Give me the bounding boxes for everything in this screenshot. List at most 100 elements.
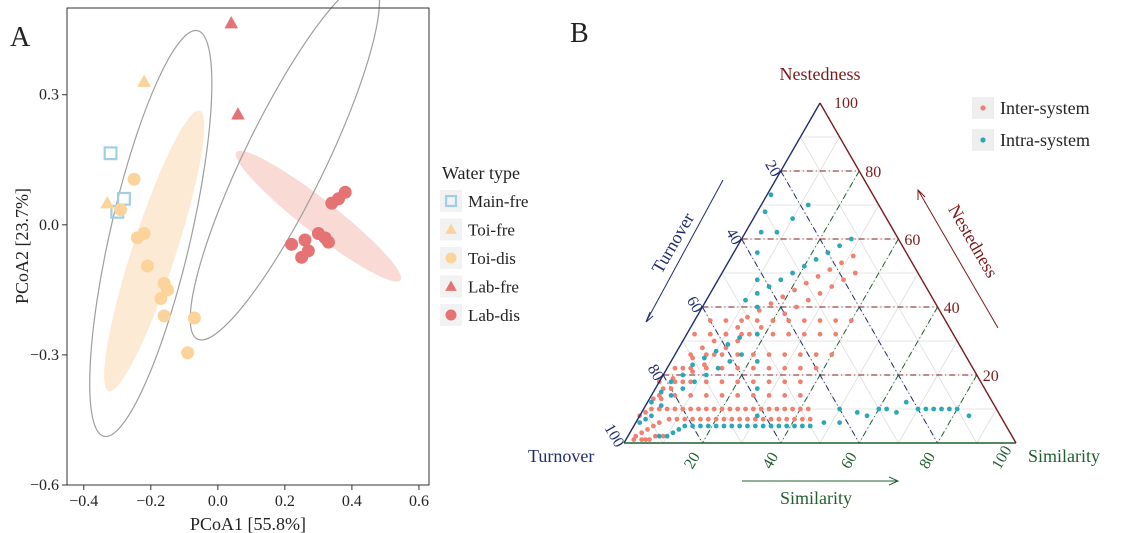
point-lab-fre (224, 16, 239, 29)
right-side-axis-label: Nestedness (944, 201, 1002, 281)
point-inter-system (643, 437, 648, 442)
point-inter-system (719, 352, 725, 357)
point-toi-dis (187, 311, 201, 325)
point-intra-system (737, 335, 743, 340)
pcoa-x-axis: −0.4 −0.2 0.0 0.2 0.4 0.6 (69, 485, 429, 510)
legend-key-intra-system (980, 137, 986, 143)
ternary-right-edge (819, 102, 1017, 444)
point-intra-system (715, 365, 721, 371)
grid-line (898, 340, 958, 444)
point-lab-fre (231, 107, 245, 120)
point-inter-system (774, 406, 780, 412)
point-inter-system (639, 430, 645, 436)
point-intra-system (637, 420, 643, 425)
point-intra-system (658, 403, 664, 408)
point-inter-system (750, 393, 756, 398)
point-intra-system (837, 406, 842, 412)
bottom-side-arrow-head (888, 476, 900, 486)
point-intra-system (768, 192, 774, 198)
point-inter-system (798, 406, 803, 412)
point-inter-system (829, 352, 835, 357)
point-inter-system (735, 393, 741, 398)
point-inter-system (780, 294, 786, 300)
point-inter-system (680, 379, 686, 385)
point-intra-system (690, 423, 695, 429)
point-inter-system (760, 416, 766, 422)
point-inter-system (668, 386, 674, 391)
point-intra-system (801, 263, 807, 269)
point-intra-system (656, 433, 662, 439)
nestedness-tick-label: 60 (904, 232, 920, 249)
similarity-tick-label: 80 (916, 450, 939, 472)
ternary-right-corner-label: Similarity (1028, 446, 1100, 466)
point-inter-system (750, 352, 756, 357)
ternary-right-corner-value: 100 (989, 443, 1016, 472)
point-inter-system (719, 393, 725, 398)
nestedness-tick-label: 20 (983, 368, 999, 385)
nestedness-tick-label: 80 (865, 164, 881, 181)
point-intra-system (939, 406, 944, 412)
legend-key-main-fre (444, 194, 458, 208)
point-inter-system (768, 416, 774, 422)
y-tick-label: 0.3 (39, 87, 59, 104)
ternary-top-corner-value: 100 (834, 95, 858, 112)
ternary-left-edge (623, 102, 821, 444)
point-toi-fre (137, 74, 151, 87)
legend-key-lab-dis (445, 309, 457, 321)
similarity-tick-label: 60 (838, 450, 861, 472)
point-intra-system (713, 423, 719, 429)
point-inter-system (815, 274, 821, 279)
point-inter-system (723, 318, 729, 323)
point-main-fre (117, 191, 131, 206)
pcoa-plot: −0.4 −0.2 0.0 0.2 0.4 0.6 −0.6 −0.3 0.0 0.3 PCoA… (12, 0, 528, 533)
point-intra-system (670, 430, 676, 436)
point-inter-system (792, 416, 797, 422)
point-lab-dis (338, 185, 352, 199)
point-inter-system (703, 379, 709, 385)
point-intra-system (923, 406, 929, 412)
legend-label-lab-dis: Lab-dis (468, 306, 520, 325)
point-inter-system (713, 416, 719, 422)
point-inter-system (807, 416, 813, 422)
panel-label-a: A (10, 22, 31, 53)
point-inter-system (680, 406, 686, 412)
point-inter-system (768, 301, 774, 306)
pcoa-y-axis: −0.6 −0.3 0.0 0.3 (30, 87, 67, 494)
point-intra-system (754, 250, 760, 256)
y-tick-label: −0.6 (30, 477, 59, 494)
point-inter-system (735, 325, 741, 330)
ternary-grid (643, 136, 997, 444)
grid-line (760, 204, 899, 444)
confidence-ellipse-fre (89, 29, 213, 438)
point-inter-system (852, 270, 858, 276)
point-intra-system (643, 416, 648, 422)
point-intra-system (766, 284, 772, 289)
point-inter-system (770, 331, 776, 337)
turnover-major-line (701, 306, 782, 444)
point-intra-system (805, 202, 811, 208)
bottom-side-axis-arrow: Similarity (742, 476, 900, 508)
point-inter-system (782, 393, 788, 398)
x-tick-label: 0.0 (208, 493, 228, 510)
legend-key-toi-dis (445, 252, 457, 264)
grid-line (976, 408, 997, 444)
point-inter-system (754, 318, 760, 323)
point-inter-system (649, 406, 654, 412)
point-inter-system (770, 318, 776, 323)
point-inter-system (758, 406, 764, 412)
similarity-tick-label: 20 (681, 450, 704, 472)
water-type-legend: Water type Main-fre Toi-fre Toi-dis Lab-fre… (440, 163, 528, 326)
point-inter-system (758, 325, 764, 330)
point-inter-system (711, 338, 717, 344)
point-inter-system (721, 416, 727, 422)
point-intra-system (813, 257, 819, 262)
grid-line (721, 272, 821, 444)
turnover-tick-label: 40 (722, 226, 745, 248)
point-intra-system (799, 423, 805, 429)
point-intra-system (848, 236, 854, 242)
legend-label-intra-system: Intra-system (1000, 130, 1090, 150)
point-intra-system (776, 423, 782, 429)
right-side-arrow-head (917, 188, 926, 200)
point-toi-dis (154, 292, 168, 306)
point-intra-system (790, 270, 795, 276)
